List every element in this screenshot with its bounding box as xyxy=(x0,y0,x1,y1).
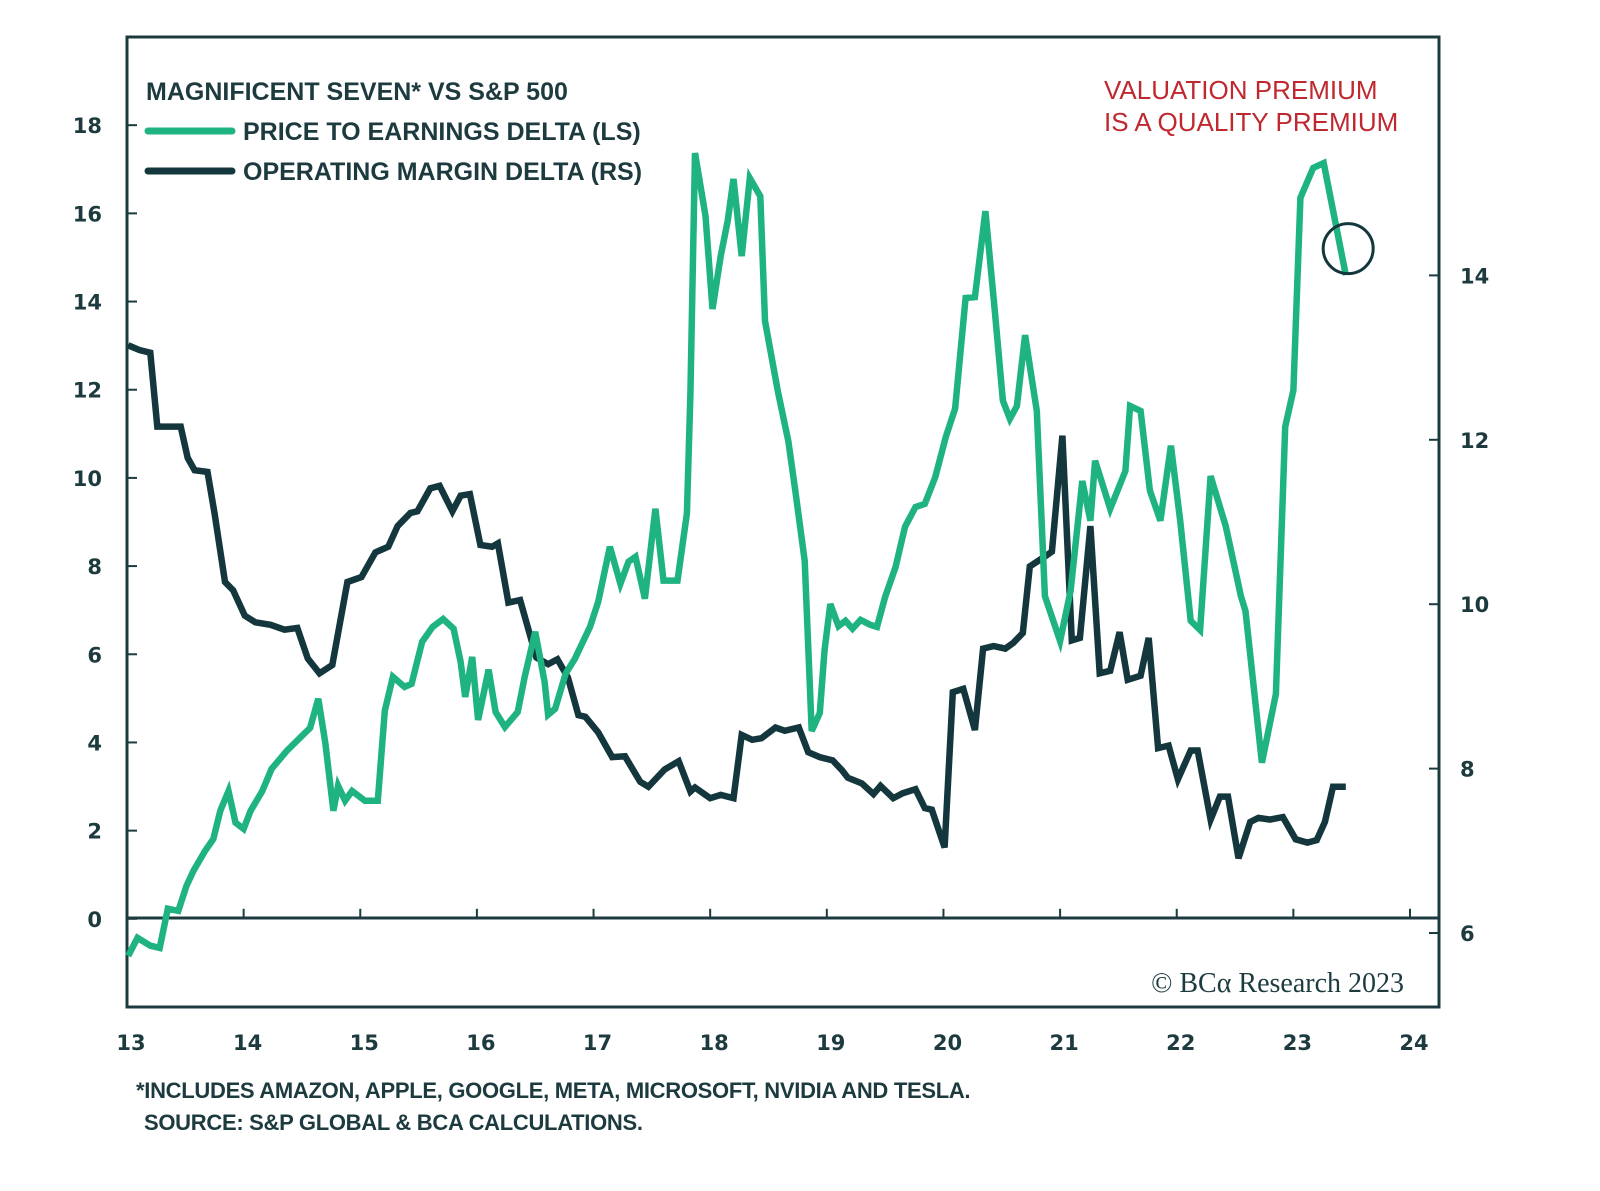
left-tick-label: 2 xyxy=(87,820,102,844)
right-tick-label: 10 xyxy=(1460,593,1489,617)
annotation-line-2: IS A QUALITY PREMIUM xyxy=(1104,107,1398,137)
left-tick-label: 0 xyxy=(87,908,102,932)
footnote-source: SOURCE: S&P GLOBAL & BCA CALCULATIONS. xyxy=(144,1110,643,1135)
left-tick-label: 4 xyxy=(87,731,102,755)
right-tick-label: 8 xyxy=(1460,758,1475,782)
left-tick-label: 14 xyxy=(73,291,102,315)
highlight-layer xyxy=(1321,222,1375,276)
left-tick-label: 16 xyxy=(73,202,102,226)
x-tick-label: 18 xyxy=(700,1031,729,1055)
copyright-notice: © BCα Research 2023 xyxy=(1151,968,1404,999)
right-tick-label: 14 xyxy=(1460,264,1489,288)
x-tick-label: 17 xyxy=(583,1031,612,1055)
series-layer xyxy=(125,152,1349,958)
plot-border xyxy=(125,35,1441,1009)
x-tick-label: 13 xyxy=(116,1031,145,1055)
left-tick-label: 12 xyxy=(73,379,102,403)
series-line-pe-delta xyxy=(125,152,1349,958)
right-axis: 6 8 10 12 14 xyxy=(1429,264,1489,946)
x-tick-label: 16 xyxy=(466,1031,495,1055)
highlight-circle xyxy=(1321,222,1375,276)
x-axis: 13 14 15 16 17 18 19 20 21 22 23 24 xyxy=(116,908,1429,1055)
left-tick-label: 6 xyxy=(87,643,102,667)
series-line-margin-delta xyxy=(126,342,1346,860)
right-tick-label: 6 xyxy=(1460,922,1475,946)
x-tick-label: 20 xyxy=(933,1031,962,1055)
x-tick-label: 19 xyxy=(816,1031,845,1055)
x-tick-label: 15 xyxy=(350,1031,379,1055)
annotation-line-1: VALUATION PREMIUM xyxy=(1104,75,1378,105)
left-tick-label: 8 xyxy=(87,555,102,579)
right-tick-label: 12 xyxy=(1460,429,1489,453)
annotation: VALUATION PREMIUM IS A QUALITY PREMIUM xyxy=(1104,75,1398,137)
chart-title: MAGNIFICENT SEVEN* VS S&P 500 xyxy=(146,78,568,106)
left-tick-label: 18 xyxy=(73,114,102,138)
left-tick-label: 10 xyxy=(73,467,102,491)
x-tick-label: 24 xyxy=(1399,1031,1428,1055)
x-tick-label: 23 xyxy=(1283,1031,1312,1055)
left-axis: 0 2 4 6 8 10 12 14 16 18 xyxy=(73,114,137,932)
plot-frame xyxy=(125,35,1441,1009)
x-tick-label: 14 xyxy=(233,1031,262,1055)
footnote-constituents: *INCLUDES AMAZON, APPLE, GOOGLE, META, M… xyxy=(136,1078,971,1103)
x-tick-label: 22 xyxy=(1166,1031,1195,1055)
x-tick-label: 21 xyxy=(1049,1031,1078,1055)
legend-label-margin: OPERATING MARGIN DELTA (RS) xyxy=(243,158,642,186)
legend: MAGNIFICENT SEVEN* VS S&P 500 PRICE TO E… xyxy=(144,78,642,186)
legend-label-pe: PRICE TO EARNINGS DELTA (LS) xyxy=(243,118,641,146)
